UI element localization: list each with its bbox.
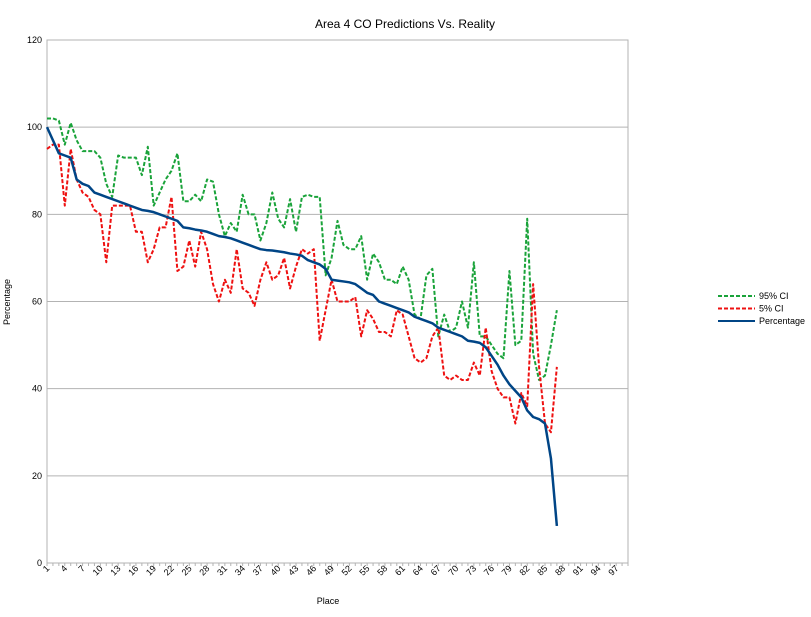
x-tick-label: 10 xyxy=(91,563,105,577)
x-tick-label: 82 xyxy=(517,563,531,577)
x-tick-label: 52 xyxy=(340,563,354,577)
legend-label: Percentage xyxy=(759,316,805,326)
y-tick-label: 80 xyxy=(32,209,42,219)
x-tick-label: 13 xyxy=(108,563,122,577)
x-tick-label: 49 xyxy=(322,563,336,577)
legend-label: 95% CI xyxy=(759,291,789,301)
x-tick-label: 4 xyxy=(59,563,70,574)
series-line xyxy=(47,117,558,381)
x-tick-label: 34 xyxy=(233,563,247,577)
chart-title: Area 4 CO Predictions Vs. Reality xyxy=(315,17,495,31)
x-tick-label: 88 xyxy=(553,563,567,577)
x-tick-label: 79 xyxy=(500,563,514,577)
x-tick-label: 58 xyxy=(375,563,389,577)
y-tick-label: 120 xyxy=(27,35,42,45)
y-tick-label: 100 xyxy=(27,122,42,132)
x-tick-label: 94 xyxy=(589,563,603,577)
legend-label: 5% CI xyxy=(759,304,784,314)
x-tick-label: 76 xyxy=(482,563,496,577)
x-tick-label: 97 xyxy=(606,563,620,577)
x-tick-label: 43 xyxy=(286,563,300,577)
y-axis-label: Percentage xyxy=(2,279,12,325)
y-tick-label: 60 xyxy=(32,297,42,307)
x-tick-label: 19 xyxy=(144,563,158,577)
x-tick-label: 40 xyxy=(268,563,282,577)
x-tick-label: 67 xyxy=(429,563,443,577)
x-tick-label: 91 xyxy=(571,563,585,577)
x-tick-label: 25 xyxy=(180,563,194,577)
x-tick-label: 1 xyxy=(41,563,52,574)
series-line xyxy=(45,126,559,527)
x-tick-label: 85 xyxy=(535,563,549,577)
y-tick-label: 0 xyxy=(37,558,42,568)
x-tick-label: 70 xyxy=(446,563,460,577)
y-tick-label: 40 xyxy=(32,384,42,394)
x-tick-label: 28 xyxy=(197,563,211,577)
x-tick-label: 64 xyxy=(411,563,425,577)
x-tick-label: 61 xyxy=(393,563,407,577)
x-tick-label: 7 xyxy=(76,563,87,574)
x-tick-label: 31 xyxy=(215,563,229,577)
x-tick-label: 37 xyxy=(251,563,265,577)
y-tick-label: 20 xyxy=(32,471,42,481)
x-tick-label: 22 xyxy=(162,563,176,577)
x-tick-label: 55 xyxy=(357,563,371,577)
x-tick-label: 73 xyxy=(464,563,478,577)
x-axis-label: Place xyxy=(317,596,340,606)
x-tick-label: 46 xyxy=(304,563,318,577)
x-tick-label: 16 xyxy=(126,563,140,577)
series-line xyxy=(46,143,558,434)
